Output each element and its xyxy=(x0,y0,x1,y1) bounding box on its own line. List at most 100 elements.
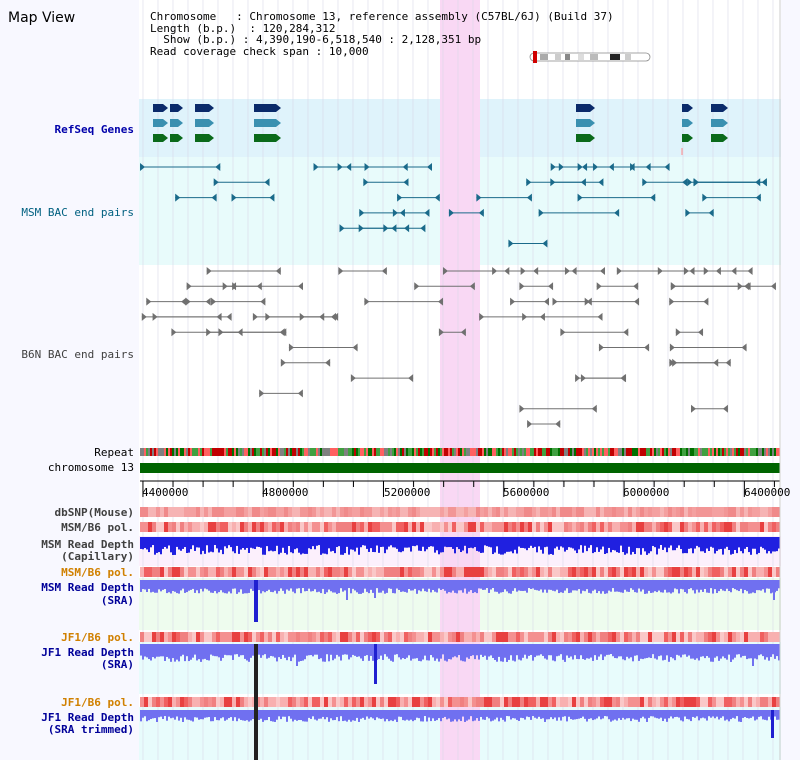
heat-stripe xyxy=(464,507,468,517)
jf1-trim-depth-bar xyxy=(684,710,686,717)
repeat-stripe xyxy=(602,448,604,456)
msm-sra-depth-bar xyxy=(560,580,562,593)
heat-stripe xyxy=(720,697,724,707)
heat-stripe xyxy=(200,522,204,532)
jf1-sra-depth-bar xyxy=(674,644,676,661)
jf1-trim-depth-bar xyxy=(374,710,376,721)
msm-capillary-depth-bar xyxy=(488,537,490,547)
heat-stripe xyxy=(728,632,732,642)
heat-stripe xyxy=(644,567,648,577)
heat-stripe xyxy=(272,567,276,577)
heat-stripe xyxy=(612,697,616,707)
track-label-refseq-genes[interactable]: RefSeq Genes xyxy=(54,123,134,136)
msm-sra-depth-bar xyxy=(448,580,450,593)
heat-stripe xyxy=(356,522,360,532)
jf1-trim-depth-bar xyxy=(162,710,164,720)
heat-stripe xyxy=(560,632,564,642)
msm-sra-depth-bar xyxy=(730,580,732,593)
heat-stripe xyxy=(204,507,208,517)
jf1-trim-depth-bar xyxy=(496,710,498,718)
track-label-msm-depth-capillary-2[interactable]: (Capillary) xyxy=(61,550,134,563)
jf1-trim-depth-bar xyxy=(600,710,602,720)
jf1-trim-depth-bar xyxy=(518,710,520,721)
heat-stripe xyxy=(372,632,376,642)
heat-stripe xyxy=(224,522,228,532)
msm-sra-depth-bar xyxy=(422,580,424,589)
msm-capillary-depth-bar xyxy=(570,537,572,548)
track-label-msm-depth-sra-2[interactable]: (SRA) xyxy=(100,594,134,607)
jf1-sra-depth-bar xyxy=(338,644,340,657)
heat-stripe xyxy=(340,507,344,517)
jf1-trim-depth-bar xyxy=(722,710,724,717)
heat-stripe xyxy=(520,522,524,532)
msm-sra-depth-bar xyxy=(766,580,768,589)
jf1-sra-depth-bar xyxy=(360,644,362,659)
msm-sra-depth-bar xyxy=(474,580,476,593)
msm-sra-depth-bar xyxy=(210,580,212,593)
heat-stripe xyxy=(300,632,304,642)
msm-sra-depth-bar xyxy=(350,580,352,594)
track-label-jf1-depth-sra-2[interactable]: (SRA) xyxy=(100,658,134,671)
msm-capillary-depth-bar xyxy=(480,537,482,553)
track-label-jf1-b6-pol[interactable]: JF1/B6 pol. xyxy=(61,631,134,644)
msm-capillary-depth-bar xyxy=(430,537,432,547)
heat-stripe xyxy=(472,522,476,532)
heat-stripe xyxy=(760,632,764,642)
heat-stripe xyxy=(748,697,752,707)
bac-end-marker xyxy=(770,282,776,291)
jf1-sra-depth-bar xyxy=(478,644,480,660)
bac-end-marker xyxy=(275,267,281,275)
heat-stripe xyxy=(496,697,500,707)
track-label-msm-b6-pol[interactable]: MSM/B6 pol. xyxy=(61,521,134,534)
bac-end-marker xyxy=(741,343,747,352)
jf1-trim-depth-bar xyxy=(202,710,204,720)
jf1-trim-depth-bar xyxy=(672,710,674,719)
track-label-msm-b6-pol-2[interactable]: MSM/B6 pol. xyxy=(61,566,134,579)
track-label-jf1-b6-pol-2[interactable]: JF1/B6 pol. xyxy=(61,696,134,709)
msm-capillary-depth-bar xyxy=(298,537,300,553)
repeat-stripe xyxy=(412,448,414,456)
msm-capillary-depth-bar xyxy=(532,537,534,548)
heat-stripe xyxy=(396,522,400,532)
heat-stripe xyxy=(160,507,164,517)
msm-capillary-depth-bar xyxy=(712,537,714,548)
heat-stripe xyxy=(768,567,772,577)
ideogram-band xyxy=(590,54,598,60)
jf1-trim-depth-bar xyxy=(440,710,442,722)
repeat-stripe xyxy=(246,448,248,456)
msm-capillary-depth-bar xyxy=(442,537,444,553)
track-label-msm-bac[interactable]: MSM BAC end pairs xyxy=(21,206,134,219)
repeat-stripe xyxy=(352,448,354,456)
msm-sra-depth-bar xyxy=(482,580,484,590)
msm-capillary-depth-bar xyxy=(374,537,376,553)
repeat-stripe xyxy=(212,448,214,456)
msm-sra-depth-bar xyxy=(376,580,378,589)
heat-stripe xyxy=(540,567,544,577)
msm-sra-depth-bar xyxy=(764,580,766,593)
repeat-stripe xyxy=(618,448,620,456)
jf1-trim-depth-bar xyxy=(420,710,422,722)
jf1-sra-depth-bar xyxy=(678,644,680,656)
heat-stripe xyxy=(328,507,332,517)
track-label-b6n-bac[interactable]: B6N BAC end pairs xyxy=(21,348,134,361)
track-label-jf1-depth-trim-2[interactable]: (SRA trimmed) xyxy=(47,723,134,736)
jf1-trim-depth-bar xyxy=(630,710,632,722)
jf1-trim-depth-bar xyxy=(492,710,494,721)
track-label-msm-depth-capillary-1[interactable]: MSM Read Depth xyxy=(41,538,134,551)
jf1-sra-depth-bar xyxy=(214,644,216,657)
heat-stripe xyxy=(464,567,468,577)
heat-stripe xyxy=(300,522,304,532)
jf1-trim-depth-bar xyxy=(150,710,152,720)
track-label-jf1-depth-sra-1[interactable]: JF1 Read Depth xyxy=(41,646,134,659)
jf1-trim-depth-bar xyxy=(512,710,514,719)
track-label-msm-depth-sra-1[interactable]: MSM Read Depth xyxy=(41,581,134,594)
heat-stripe xyxy=(288,567,292,577)
msm-capillary-depth-bar xyxy=(206,537,208,546)
msm-capillary-depth-bar xyxy=(644,537,646,552)
track-label-dbsnp[interactable]: dbSNP(Mouse) xyxy=(54,506,134,519)
heat-stripe xyxy=(632,507,636,517)
repeat-stripe xyxy=(494,448,496,456)
heat-stripe xyxy=(556,697,560,707)
track-label-jf1-depth-trim-1[interactable]: JF1 Read Depth xyxy=(41,711,134,724)
